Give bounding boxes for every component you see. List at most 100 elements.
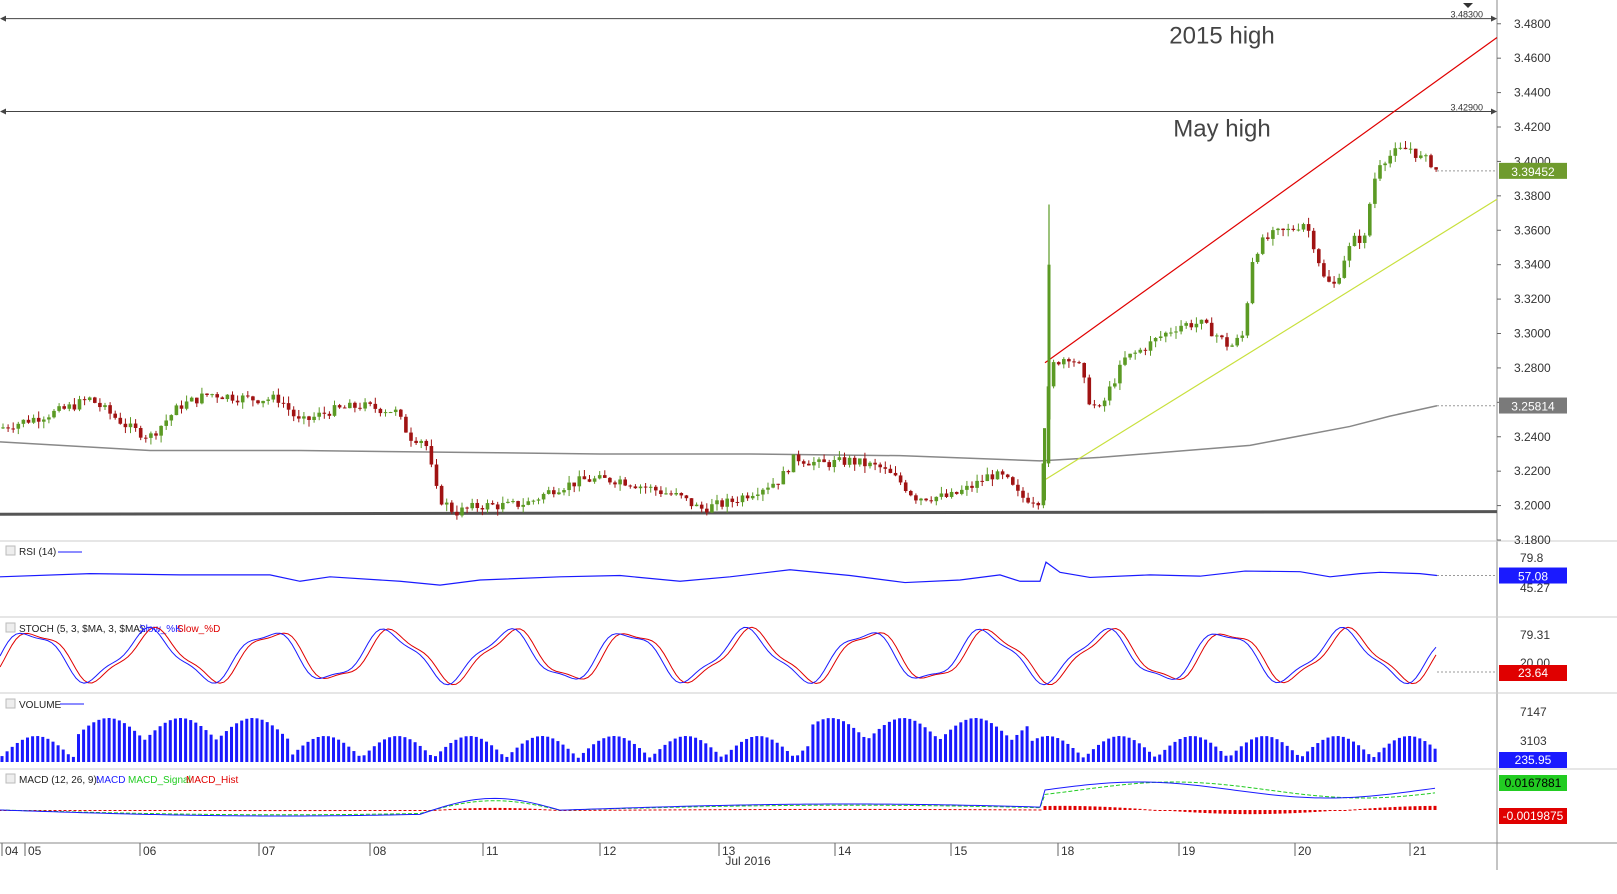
candle-body <box>1327 276 1331 282</box>
candle-body <box>205 393 209 396</box>
candle-body <box>730 498 735 502</box>
macd-hist-bar <box>438 809 442 811</box>
volume-bar <box>1275 739 1279 762</box>
candle-body <box>618 479 622 485</box>
macd-hist-bar <box>423 810 427 811</box>
volume-bar <box>184 718 188 762</box>
volume-bar <box>1158 754 1162 762</box>
volume-bar <box>1183 737 1187 762</box>
macd-hist-bar <box>1393 806 1397 810</box>
candle-body <box>858 458 862 465</box>
macd-hist-bar <box>878 808 882 810</box>
volume-bar <box>1076 752 1080 762</box>
level-arrow-left <box>0 108 6 115</box>
candle-body <box>128 423 133 428</box>
volume-bar <box>1433 748 1437 762</box>
volume-bar <box>107 718 111 762</box>
macd-hist-bar <box>458 808 462 810</box>
candle-body <box>189 397 194 402</box>
candle-body <box>511 501 515 503</box>
macd-hist-bar <box>583 809 587 811</box>
macd-hist-bar <box>288 810 292 812</box>
macd-hist-bar <box>498 807 502 810</box>
candle-body <box>485 503 490 510</box>
candle-body <box>1235 337 1239 346</box>
macd-hist-bar <box>108 810 112 811</box>
candle-body <box>597 475 602 479</box>
macd-hist-bar <box>128 810 132 811</box>
volume-bar <box>1255 737 1259 762</box>
candle-body <box>1322 263 1326 277</box>
volume-bar <box>464 736 468 762</box>
macd-hist-bar <box>118 810 122 811</box>
candle-body <box>1368 203 1372 236</box>
volume-bar <box>189 720 193 762</box>
volume-bar <box>490 745 494 762</box>
volume-bar <box>31 736 35 762</box>
volume-bar <box>857 732 861 762</box>
volume-bar <box>316 736 320 762</box>
stoch-toggle[interactable] <box>5 622 16 633</box>
candle-body <box>623 479 627 486</box>
macd-hist-bar <box>903 808 907 810</box>
candle-body <box>643 486 648 488</box>
macd-hist-bar <box>773 809 777 811</box>
candle-body <box>608 477 612 483</box>
candle-body <box>317 412 321 417</box>
macd-hist-bar <box>1333 810 1337 811</box>
macd-hist-bar <box>473 808 477 810</box>
macd-hist-bar <box>833 808 837 810</box>
volume-bar <box>806 746 810 762</box>
volume-bar <box>1316 743 1320 762</box>
macd-hist-bar <box>743 809 747 811</box>
volume-bar <box>959 722 963 762</box>
candle-body <box>1194 323 1199 328</box>
volume-bar <box>326 736 330 762</box>
candle-body <box>756 494 760 496</box>
candle-body <box>868 462 872 467</box>
chevron-down-icon[interactable] <box>1463 3 1473 8</box>
volume-bar <box>1219 750 1223 762</box>
macd-hist-bar <box>1148 809 1152 811</box>
volume-bar <box>546 736 550 762</box>
macd-hist-bar <box>1368 808 1372 810</box>
stoch-tick-label: 79.31 <box>1520 628 1550 642</box>
volume-bar <box>1270 737 1274 762</box>
volume-bar <box>15 742 19 762</box>
macd-toggle[interactable] <box>5 773 16 784</box>
macd-hist-bar <box>273 810 277 812</box>
macd-hist-bar <box>1193 810 1197 813</box>
macd-legend-macd: MACD <box>96 775 125 786</box>
candle-body <box>424 440 429 447</box>
volume-bar <box>571 753 575 762</box>
candle-body <box>750 495 755 499</box>
macd-hist-bar <box>1098 806 1102 810</box>
macd-hist-bar <box>868 808 872 810</box>
macd-hist-bar <box>958 809 962 811</box>
volume-bar <box>1326 737 1330 762</box>
volume-bar <box>1387 743 1391 762</box>
volume-bar <box>377 742 381 762</box>
volume-bar <box>1290 750 1294 762</box>
volume-bar <box>627 740 631 762</box>
volume-bar <box>632 743 636 762</box>
volume-toggle[interactable] <box>5 698 16 709</box>
candle-body <box>572 482 576 487</box>
volume-bar <box>1321 739 1325 762</box>
candle-body <box>1128 353 1132 358</box>
macd-hist-bar <box>543 809 547 811</box>
rsi-toggle[interactable] <box>5 545 16 556</box>
volume-bar <box>938 738 942 762</box>
macd-hist-bar <box>518 808 522 810</box>
macd-hist-bar <box>1073 805 1077 810</box>
candle-body <box>567 482 571 491</box>
volume-bar <box>495 749 499 762</box>
volume-bar <box>214 739 218 762</box>
volume-bar <box>1306 751 1310 762</box>
macd-hist-bar <box>828 808 832 810</box>
volume-bar <box>1224 755 1228 762</box>
volume-bar <box>755 736 759 762</box>
macd-hist-bar <box>68 810 72 811</box>
macd-hist-bar <box>248 810 252 812</box>
macd-hist-bar <box>1363 808 1367 810</box>
